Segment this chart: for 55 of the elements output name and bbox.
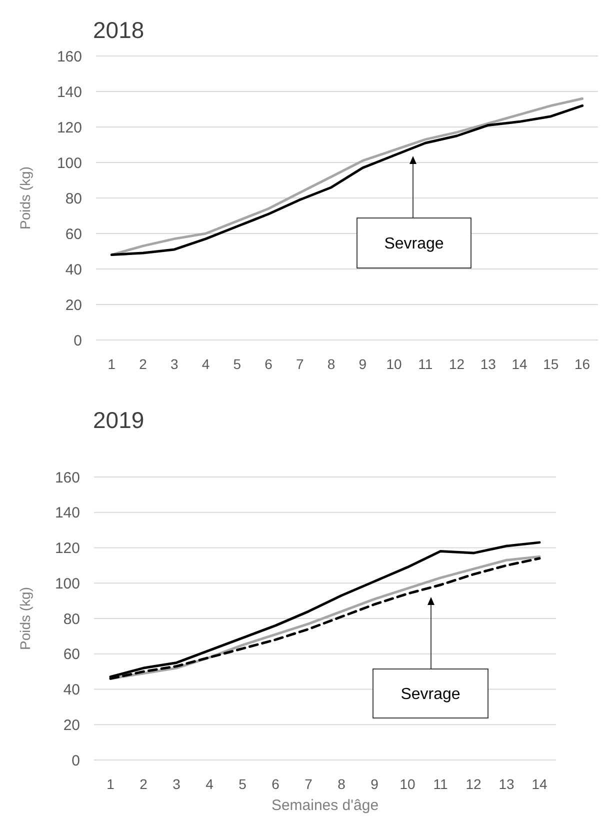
- y-tick-label: 0: [72, 752, 80, 770]
- x-tick-label: 14: [532, 776, 548, 792]
- x-tick-label: 4: [202, 356, 210, 372]
- x-tick-label: 8: [327, 356, 336, 372]
- y-tick-label: 40: [65, 261, 82, 278]
- y-tick-label: 160: [56, 48, 82, 66]
- x-tick-label: 3: [172, 776, 181, 792]
- y-tick-label: 160: [54, 469, 80, 486]
- y-tick-label: 100: [56, 154, 82, 172]
- y-tick-label: 0: [74, 332, 82, 350]
- chart-title: 2018: [93, 17, 144, 43]
- x-tick-label: 11: [418, 356, 433, 372]
- y-tick-label: 60: [65, 226, 82, 243]
- y-tick-label: 140: [56, 84, 82, 101]
- x-tick-label: 13: [498, 776, 514, 792]
- y-tick-label: 120: [56, 119, 82, 136]
- y-tick-label: 20: [65, 296, 82, 314]
- x-tick-label: 2: [140, 776, 148, 792]
- x-tick-label: 9: [358, 356, 367, 372]
- x-tick-label: 12: [449, 356, 465, 372]
- y-axis-title: Poids (kg): [17, 166, 33, 230]
- x-tick-label: 9: [370, 776, 379, 792]
- y-tick-label: 20: [63, 716, 80, 734]
- x-tick-label: 12: [466, 776, 482, 792]
- x-tick-label: 6: [272, 776, 280, 792]
- y-tick-label: 80: [63, 610, 80, 628]
- x-tick-label: 10: [400, 776, 416, 792]
- chart-title: 2019: [93, 407, 144, 433]
- y-tick-label: 60: [63, 646, 80, 664]
- y-tick-label: 120: [54, 540, 80, 557]
- x-tick-label: 6: [264, 356, 273, 372]
- x-tick-label: 1: [106, 776, 115, 792]
- x-tick-label: 14: [512, 356, 528, 372]
- x-tick-label: 3: [170, 356, 179, 372]
- x-tick-label: 1: [108, 356, 116, 372]
- annotation: Sevrage: [384, 236, 444, 253]
- x-tick-label: 4: [206, 776, 214, 792]
- x-tick-label: 16: [574, 356, 590, 372]
- x-tick-label: 7: [296, 356, 304, 372]
- x-tick-label: 13: [480, 356, 496, 372]
- x-tick-label: 7: [304, 776, 313, 792]
- x-tick-label: 2: [139, 356, 148, 372]
- y-tick-label: 100: [54, 575, 80, 592]
- x-tick-label: 10: [386, 356, 402, 372]
- x-tick-label: 5: [238, 776, 247, 792]
- x-tick-label: 5: [233, 356, 242, 372]
- x-axis-title: Semaines d'âge: [271, 797, 379, 814]
- y-axis-title: Poids (kg): [17, 586, 33, 650]
- x-tick-label: 15: [543, 356, 559, 372]
- y-tick-label: 140: [54, 504, 80, 522]
- y-tick-label: 40: [63, 682, 80, 698]
- y-tick-label: 80: [65, 190, 82, 208]
- x-tick-label: 8: [338, 776, 346, 792]
- annotation: Sevrage: [400, 686, 460, 704]
- x-tick-label: 11: [433, 776, 448, 792]
